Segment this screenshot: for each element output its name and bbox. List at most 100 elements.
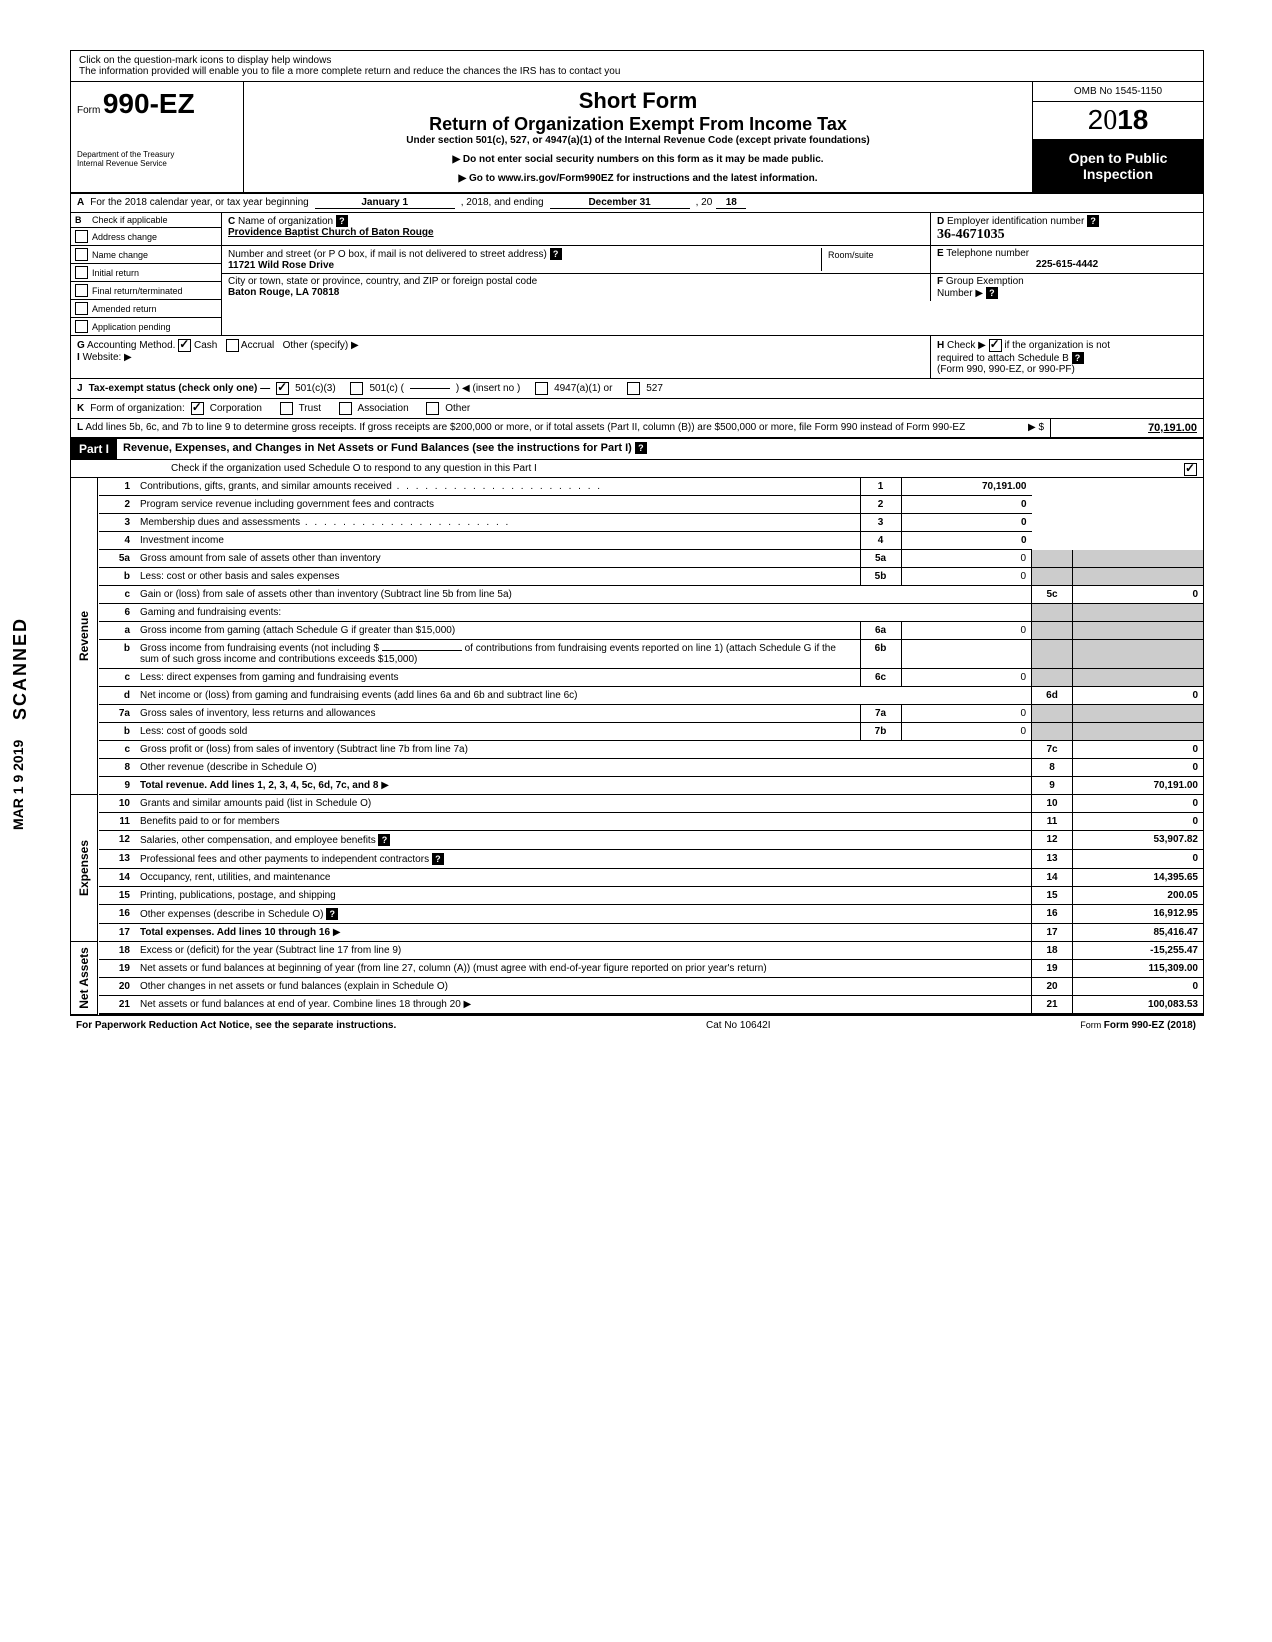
- line-6d: dNet income or (loss) from gaming and fu…: [99, 687, 1203, 705]
- opt-cash: Cash: [194, 340, 217, 351]
- year-18: 18: [1117, 104, 1148, 135]
- line-a-text3: , 20: [696, 197, 713, 209]
- help-icon-12[interactable]: ?: [378, 834, 390, 846]
- subtitle: Under section 501(c), 527, or 4947(a)(1)…: [254, 135, 1022, 146]
- chk-address[interactable]: [75, 230, 88, 243]
- part1-title-text: Revenue, Expenses, and Changes in Net As…: [123, 442, 632, 454]
- label-a: A: [77, 197, 84, 209]
- part1-title: Revenue, Expenses, and Changes in Net As…: [117, 439, 1203, 459]
- acct-method: Accounting Method.: [87, 340, 175, 351]
- street-label: Number and street (or P O box, if mail i…: [228, 249, 547, 260]
- chk-h[interactable]: [989, 339, 1002, 352]
- return-title: Return of Organization Exempt From Incom…: [254, 114, 1022, 135]
- revenue-vlabel: Revenue: [71, 478, 98, 795]
- l-value: 70,191.00: [1050, 419, 1203, 437]
- top-note-2: The information provided will enable you…: [79, 66, 1195, 77]
- chk-527[interactable]: [627, 382, 640, 395]
- label-c: C: [228, 216, 235, 227]
- line-5b: bLess: cost or other basis and sales exp…: [99, 568, 1203, 586]
- line-5c: cGain or (loss) from sale of assets othe…: [99, 586, 1203, 604]
- line-a-text2: , 2018, and ending: [461, 197, 544, 209]
- chk-accrual[interactable]: [226, 339, 239, 352]
- chk-pending[interactable]: [75, 320, 88, 333]
- help-icon-p1[interactable]: ?: [635, 442, 647, 454]
- chk-amended[interactable]: [75, 302, 88, 315]
- chk-final[interactable]: [75, 284, 88, 297]
- tax-year: 2018: [1033, 102, 1203, 140]
- help-icon-d[interactable]: ?: [1087, 215, 1099, 227]
- opt-assoc: Association: [358, 403, 409, 414]
- help-icon[interactable]: ?: [336, 215, 348, 227]
- help-icon-street[interactable]: ?: [550, 248, 562, 260]
- chk-other-k[interactable]: [426, 402, 439, 415]
- open-to-public: Open to Public Inspection: [1033, 140, 1203, 192]
- opt-4947: 4947(a)(1) or: [554, 383, 612, 394]
- opt-501c3: 501(c)(3): [295, 383, 336, 394]
- line-a-text1: For the 2018 calendar year, or tax year …: [90, 197, 308, 209]
- year-0: 0: [1103, 105, 1117, 136]
- arrow-goto: ▶ Go to www.irs.gov/Form990EZ for instru…: [254, 173, 1022, 184]
- opt-address: Address change: [92, 232, 157, 242]
- label-k: K: [77, 403, 84, 414]
- help-icon-13[interactable]: ?: [432, 853, 444, 865]
- chk-4947[interactable]: [535, 382, 548, 395]
- opt-amended: Amended return: [92, 304, 157, 314]
- label-d: D: [937, 216, 944, 227]
- opt-name: Name change: [92, 250, 148, 260]
- l-text: Add lines 5b, 6c, and 7b to line 9 to de…: [85, 422, 965, 433]
- help-icon-h[interactable]: ?: [1072, 352, 1084, 364]
- form-prefix: Form: [77, 105, 100, 116]
- line-17: 17Total expenses. Add lines 10 through 1…: [99, 924, 1203, 942]
- netassets-vlabel: Net Assets: [71, 942, 98, 1015]
- line-15: 15Printing, publications, postage, and s…: [99, 887, 1203, 905]
- short-form: Short Form: [254, 88, 1022, 114]
- opt-other-spec: Other (specify) ▶: [283, 340, 359, 351]
- part1-check: Check if the organization used Schedule …: [71, 460, 1203, 478]
- line-6c: cLess: direct expenses from gaming and f…: [99, 669, 1203, 687]
- h-text1: Check ▶: [947, 340, 986, 351]
- line-10: 10Grants and similar amounts paid (list …: [99, 795, 1203, 813]
- room-suite: Room/suite: [821, 248, 924, 271]
- ein-value: 36-4671035: [937, 227, 1005, 242]
- chk-initial[interactable]: [75, 266, 88, 279]
- chk-name[interactable]: [75, 248, 88, 261]
- chk-cash[interactable]: [178, 339, 191, 352]
- groupexempt-label: Group Exemption: [946, 276, 1024, 287]
- form-number: 990-EZ: [103, 88, 195, 119]
- footer-left: For Paperwork Reduction Act Notice, see …: [76, 1020, 396, 1031]
- line-16: 16Other expenses (describe in Schedule O…: [99, 905, 1203, 924]
- opt-trust: Trust: [299, 403, 321, 414]
- line-6b: bGross income from fundraising events (n…: [99, 640, 1203, 669]
- chk-501c[interactable]: [350, 382, 363, 395]
- line-k: K Form of organization: Corporation Trus…: [71, 399, 1203, 419]
- help-icon-f[interactable]: ?: [986, 287, 998, 299]
- inspection-text: Inspection: [1037, 166, 1199, 182]
- line-6a: aGross income from gaming (attach Schedu…: [99, 622, 1203, 640]
- chk-501c3[interactable]: [276, 382, 289, 395]
- line-20: 20Other changes in net assets or fund ba…: [99, 978, 1203, 996]
- chk-corp[interactable]: [191, 402, 204, 415]
- scanned-stamp: SCANNED: [10, 617, 31, 720]
- line-12: 12Salaries, other compensation, and empl…: [99, 831, 1203, 850]
- line-18: 18Excess or (deficit) for the year (Subt…: [99, 942, 1203, 960]
- header-center: Short Form Return of Organization Exempt…: [244, 82, 1032, 192]
- top-note-1: Click on the question-mark icons to disp…: [79, 55, 1195, 66]
- chk-assoc[interactable]: [339, 402, 352, 415]
- line-8: 8Other revenue (describe in Schedule O)8…: [99, 759, 1203, 777]
- line-2: 2Program service revenue including gover…: [99, 496, 1203, 514]
- help-icon-16[interactable]: ?: [326, 908, 338, 920]
- chk-schedO[interactable]: [1184, 463, 1197, 476]
- l-arrow: ▶ $: [1028, 422, 1044, 433]
- chk-trust[interactable]: [280, 402, 293, 415]
- ein-label: Employer identification number: [947, 216, 1084, 227]
- col-cde: C Name of organization ? Providence Bapt…: [222, 213, 1203, 335]
- label-j: J: [77, 383, 83, 394]
- netassets-section: Net Assets 18Excess or (deficit) for the…: [71, 942, 1203, 1015]
- revenue-section: Revenue 1Contributions, gifts, grants, a…: [71, 478, 1203, 795]
- arrow-ssn: ▶ Do not enter social security numbers o…: [254, 154, 1022, 165]
- org-name: Providence Baptist Church of Baton Rouge: [228, 227, 434, 238]
- dept: Department of the Treasury: [77, 150, 237, 159]
- opt-527: 527: [646, 383, 663, 394]
- line-j: J Tax-exempt status (check only one) — 5…: [71, 379, 1203, 399]
- date-stamp: MAR 1 9 2019: [10, 740, 26, 830]
